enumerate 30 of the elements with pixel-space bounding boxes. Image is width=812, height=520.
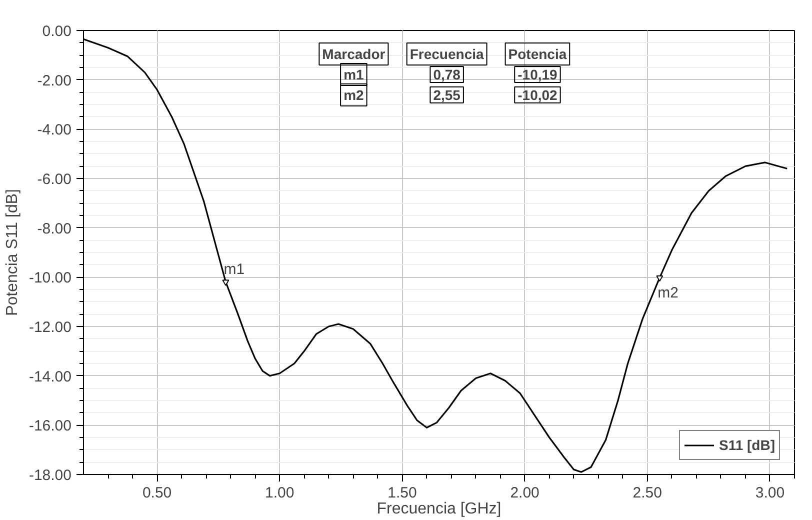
annotation: Marcador (322, 46, 386, 62)
y-tick-label: -14.00 (28, 368, 72, 386)
annotation: m1 (344, 66, 364, 82)
y-tick-label: -10.00 (28, 270, 72, 287)
y-tick-label: -8.00 (37, 220, 72, 238)
x-tick-label: 1.00 (265, 484, 294, 502)
y-tick-label: 0.00 (42, 23, 72, 40)
y-tick-label: -12.00 (28, 319, 72, 336)
annotation: 0,78 (433, 66, 461, 82)
annotation: Frecuencia (410, 46, 484, 62)
y-axis-title: Potencia S11 [dB] (4, 189, 21, 316)
x-tick-label: 2.50 (632, 484, 662, 502)
y-tick-label: -6.00 (37, 171, 72, 188)
annotation: m1 (224, 260, 245, 278)
x-tick-label: 0.50 (142, 484, 172, 502)
y-tick-label: -16.00 (28, 418, 72, 435)
annotation: Potencia (508, 46, 567, 62)
x-axis-title: Frecuencia [GHz] (376, 500, 502, 518)
y-tick-label: -18.00 (28, 467, 72, 484)
x-tick-label: 1.50 (388, 484, 417, 502)
annotation: -10,19 (518, 66, 558, 82)
annotation: m2 (344, 86, 364, 103)
annotation: 2,55 (433, 86, 461, 103)
annotation: -10,02 (518, 86, 558, 103)
annotation: m2 (658, 284, 678, 302)
y-tick-label: -2.00 (37, 72, 72, 90)
x-tick-label: 3.00 (755, 484, 785, 502)
legend-label: S11 [dB] (718, 437, 775, 453)
y-tick-label: -4.00 (37, 122, 72, 139)
x-tick-label: 2.00 (510, 484, 540, 502)
